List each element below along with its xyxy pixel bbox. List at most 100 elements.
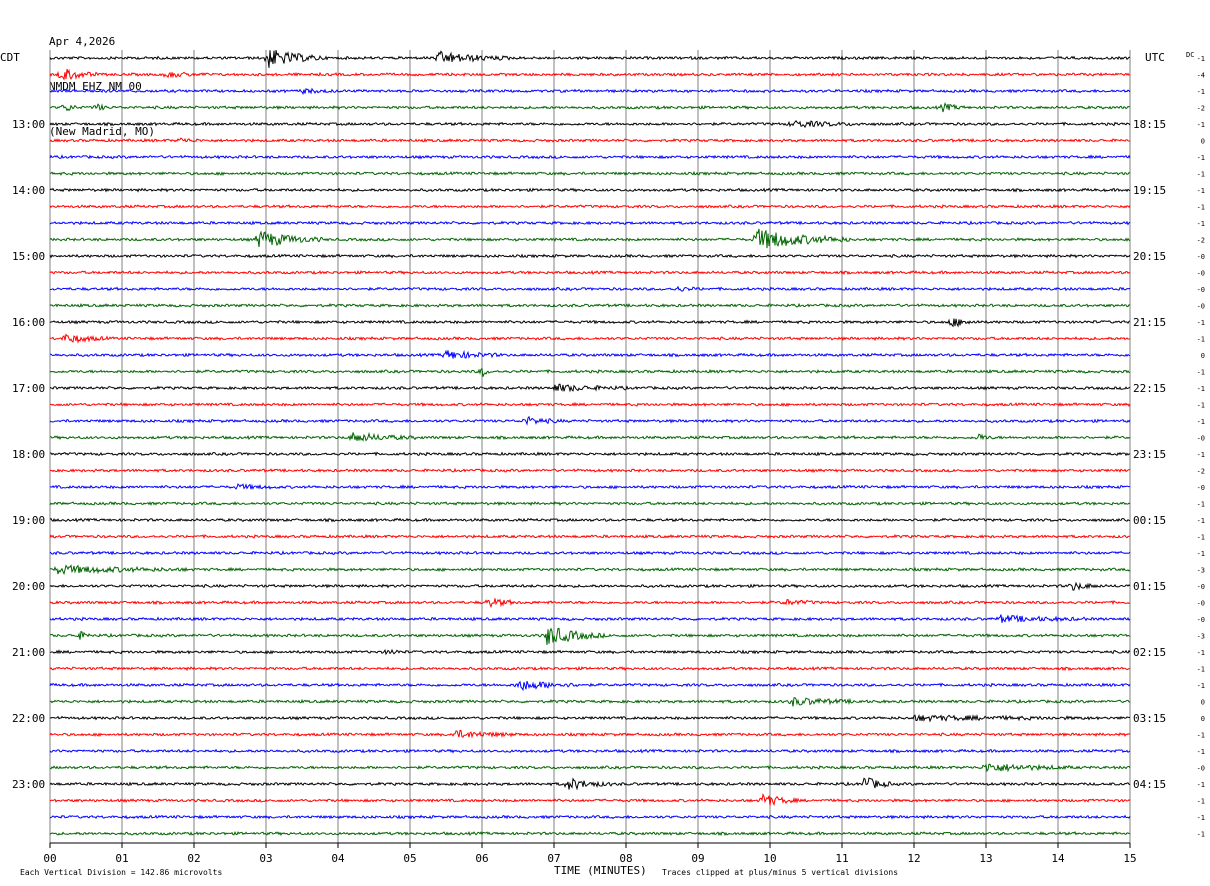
trace-20 — [49, 383, 1131, 393]
dc-offset-44: -1 — [1197, 781, 1205, 789]
trace-37 — [49, 665, 1131, 672]
dc-offset-22: -1 — [1197, 418, 1205, 426]
x-tick-labels: 00 01 02 03 04 05 06 07 08 09 10 11 12 13 14 15 — [43, 852, 1136, 865]
trace-35 — [50, 627, 1131, 645]
dc-offset-6: -1 — [1197, 154, 1205, 162]
trace-11 — [49, 228, 1131, 249]
x-tick-label-02: 02 — [187, 852, 200, 865]
dc-offset-21: -1 — [1197, 402, 1205, 410]
trace-39 — [49, 697, 1131, 707]
trace-9 — [49, 203, 1131, 209]
dc-offset-31: -3 — [1197, 567, 1205, 575]
dc-header-label: DC — [1186, 51, 1194, 59]
utc-label-19:15: 19:15 — [1133, 184, 1166, 197]
x-tick-label-06: 06 — [475, 852, 488, 865]
dc-offset-43: -0 — [1197, 765, 1205, 773]
utc-label-23:15: 23:15 — [1133, 448, 1166, 461]
trace-42 — [49, 748, 1131, 754]
trace-38 — [49, 680, 1131, 692]
utc-label-00:15: 00:15 — [1133, 514, 1166, 527]
trace-17 — [50, 333, 1131, 344]
utc-zone-label: UTC — [1145, 51, 1165, 64]
x-tick-label-14: 14 — [1051, 852, 1065, 865]
dc-offset-25: -2 — [1197, 468, 1205, 476]
trace-19 — [49, 367, 1130, 377]
cdt-label-23:00: 23:00 — [12, 778, 45, 791]
cdt-label-16:00: 16:00 — [12, 316, 45, 329]
x-tick-label-13: 13 — [979, 852, 992, 865]
trace-18 — [50, 349, 1131, 359]
cdt-label-14:00: 14:00 — [12, 184, 45, 197]
x-axis-title: TIME (MINUTES) — [554, 864, 647, 877]
dc-offset-3: -2 — [1197, 105, 1205, 113]
dc-offset-13: -0 — [1197, 270, 1205, 278]
trace-1 — [49, 68, 1131, 81]
dc-offset-17: -1 — [1197, 336, 1205, 344]
trace-28 — [49, 517, 1131, 523]
dc-offset-26: -0 — [1197, 484, 1205, 492]
cdt-label-20:00: 20:00 — [12, 580, 45, 593]
dc-offset-33: -0 — [1197, 600, 1205, 608]
cdt-label-18:00: 18:00 — [12, 448, 45, 461]
dc-offset-16: -1 — [1197, 319, 1205, 327]
x-tick-label-08: 08 — [619, 852, 632, 865]
trace-14 — [49, 285, 1131, 292]
trace-34 — [49, 614, 1131, 623]
trace-36 — [49, 648, 1131, 656]
dc-offset-32: -0 — [1197, 583, 1205, 591]
x-tick-label-01: 01 — [115, 852, 128, 865]
x-tick-label-05: 05 — [403, 852, 416, 865]
cdt-label-22:00: 22:00 — [12, 712, 45, 725]
trace-26 — [49, 483, 1131, 490]
trace-30 — [49, 550, 1131, 556]
trace-16 — [49, 318, 1131, 328]
scale-note: Each Vertical Division = 142.86 microvol… — [20, 868, 222, 877]
trace-7 — [50, 170, 1131, 177]
dc-offset-47: -1 — [1197, 831, 1205, 839]
trace-29 — [49, 533, 1130, 539]
dc-offset-34: -0 — [1197, 616, 1205, 624]
dc-offset-30: -1 — [1197, 550, 1205, 558]
trace-24 — [50, 451, 1131, 457]
trace-12 — [49, 253, 1131, 259]
dc-offset-14: -0 — [1197, 286, 1205, 294]
trace-25 — [49, 467, 1131, 473]
trace-21 — [49, 401, 1131, 408]
trace-31 — [49, 564, 1131, 576]
trace-47 — [49, 830, 1131, 837]
header-block: Apr 4,2026 NMDM EHZ NM 00 (New Madrid, M… — [49, 4, 155, 154]
utc-label-04:15: 04:15 — [1133, 778, 1166, 791]
cdt-label-15:00: 15:00 — [12, 250, 45, 263]
trace-27 — [49, 500, 1131, 507]
dc-offset-45: -1 — [1197, 798, 1205, 806]
dc-offset-12: -0 — [1197, 253, 1205, 261]
dc-offset-41: -1 — [1197, 732, 1205, 740]
cdt-label-21:00: 21:00 — [12, 646, 45, 659]
trace-22 — [49, 415, 1131, 426]
dc-offset-24: -1 — [1197, 451, 1205, 459]
dc-offset-35: -3 — [1197, 633, 1205, 641]
station-label: NMDM EHZ NM 00 — [49, 80, 142, 93]
dc-offset-28: -1 — [1197, 517, 1205, 525]
trace-10 — [49, 220, 1131, 226]
x-tick-label-11: 11 — [835, 852, 848, 865]
dc-offset-23: -0 — [1197, 435, 1205, 443]
x-tick-label-04: 04 — [331, 852, 345, 865]
dc-offset-9: -1 — [1197, 204, 1205, 212]
dc-offset-8: -1 — [1197, 187, 1205, 195]
utc-label-03:15: 03:15 — [1133, 712, 1166, 725]
trace-44 — [49, 777, 1131, 791]
dc-offset-42: -1 — [1197, 748, 1205, 756]
x-tick-label-07: 07 — [547, 852, 560, 865]
x-tick-label-15: 15 — [1123, 852, 1136, 865]
dc-offset-15: -0 — [1197, 303, 1205, 311]
trace-13 — [49, 269, 1131, 276]
x-tick-label-10: 10 — [763, 852, 776, 865]
dc-offset-2: -1 — [1197, 88, 1205, 96]
dc-offset-36: -1 — [1197, 649, 1205, 657]
x-tick-label-09: 09 — [691, 852, 704, 865]
utc-label-01:15: 01:15 — [1133, 580, 1166, 593]
x-tick-label-12: 12 — [907, 852, 920, 865]
dc-offset-27: -1 — [1197, 501, 1205, 509]
